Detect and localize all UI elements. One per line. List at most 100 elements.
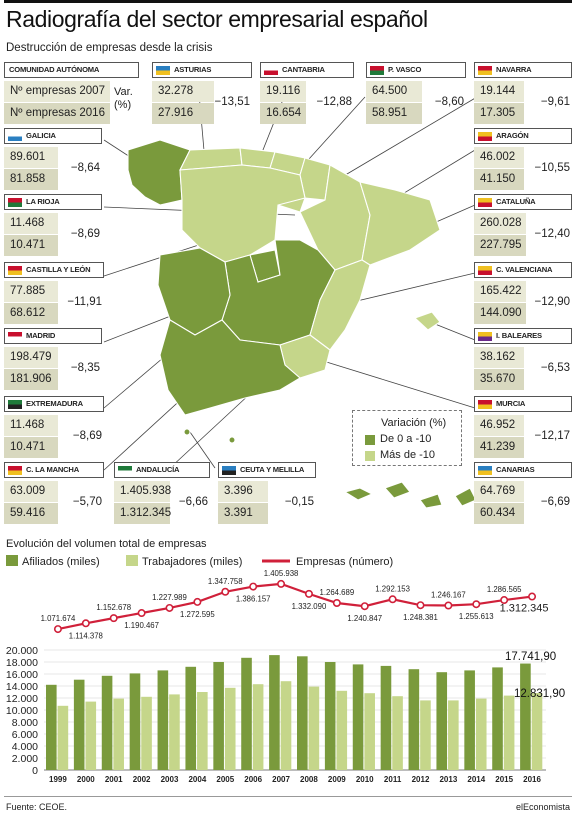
bar-afiliados <box>73 679 85 770</box>
bar-trabajadores <box>169 694 180 770</box>
bar-afiliados <box>297 656 308 770</box>
line-point-empresas <box>249 582 258 591</box>
line-point-empresas <box>81 619 90 628</box>
line-point-empresas <box>332 598 341 607</box>
bar-trabajadores <box>308 686 320 770</box>
region-card-ceutamelilla: CEUTA Y MELILLA 3.396 3.391 −0,15 <box>218 462 316 524</box>
region-galicia <box>127 139 191 206</box>
line-label-empresas: 1.152.678 <box>96 603 131 612</box>
bar-trabajadores <box>113 698 124 770</box>
line-point-empresas <box>53 625 62 634</box>
bar-afiliados <box>101 675 113 770</box>
region-card-andalucia: ANDALUCÍA 1.405.938 1.312.345 −6,66 <box>114 462 210 524</box>
region-name: ARAGÓN <box>496 131 529 140</box>
region-name: C. LA MANCHA <box>26 465 79 474</box>
line-point-empresas <box>444 601 453 610</box>
region-flag-icon <box>8 400 22 409</box>
region-flag-icon <box>8 466 22 475</box>
region-card-header: ARAGÓN <box>474 128 572 144</box>
x-tick-label: 2002 <box>133 775 151 784</box>
map-legend-label-0: De 0 a -10 <box>380 433 432 445</box>
leader-ceuta <box>189 431 216 469</box>
line-point-empresas <box>109 614 118 623</box>
x-tick-label: 2011 <box>384 775 402 784</box>
region-cataluna <box>359 181 441 266</box>
region-name: GALICIA <box>26 131 56 140</box>
map-legend-label-1: Más de -10 <box>380 449 436 461</box>
region-variation: −12,40 <box>534 228 571 240</box>
key-card-row2: Nº empresas 2016 <box>4 103 110 124</box>
x-tick-label: 2000 <box>77 775 95 784</box>
y-tick-label: 2.000 <box>12 753 38 765</box>
region-flag-icon <box>8 332 22 341</box>
bar-afiliados <box>129 673 141 770</box>
data-label-trabajadores-2016: 12.831,90 <box>514 688 565 700</box>
line-point-empresas <box>304 589 313 598</box>
region-value-2016: 10.471 <box>4 437 58 458</box>
y-tick-label: 6.000 <box>12 729 38 741</box>
region-flag-icon <box>8 132 22 141</box>
region-value-2007: 46.002 <box>474 147 524 168</box>
region-card-header: CASTILLA Y LEÓN <box>4 262 104 278</box>
bar-afiliados <box>185 666 197 770</box>
bar-afiliados <box>46 684 57 770</box>
region-value-2016: 68.612 <box>4 303 58 324</box>
legend-label-trabajadores: Trabajadores (miles) <box>142 556 242 568</box>
region-flag-icon <box>478 266 492 275</box>
bar-afiliados <box>380 665 392 770</box>
region-card-canarias: CANARIAS 64.769 60.434 −6,69 <box>474 462 572 524</box>
region-value-2007: 38.162 <box>474 347 524 368</box>
line-label-empresas: 1.292.153 <box>375 584 410 593</box>
line-label-empresas: 1.114.378 <box>69 631 103 640</box>
map-legend-title: Variación (%) <box>381 417 447 429</box>
bar-trabajadores <box>224 687 236 770</box>
region-value-2016: 181.906 <box>4 369 58 390</box>
line-label-empresas: 1.286.565 <box>487 585 522 594</box>
line-empresas <box>57 582 533 631</box>
region-value-2007: 63.009 <box>4 481 58 502</box>
region-value-2007: 32.278 <box>152 81 214 102</box>
region-value-2016: 3.391 <box>218 503 268 524</box>
region-variation: −5,70 <box>72 496 102 508</box>
bottom-rule <box>4 796 572 797</box>
bar-afiliados <box>492 667 503 770</box>
region-card-header: C. VALENCIANA <box>474 262 572 278</box>
bar-afiliados <box>213 662 224 770</box>
line-label-empresas: 1.190.467 <box>124 621 159 630</box>
x-tick-label: 2012 <box>412 775 430 784</box>
map-legend-swatch-1 <box>365 451 375 461</box>
region-variation: −8,69 <box>70 228 100 240</box>
region-value-2016: 41.150 <box>474 169 524 190</box>
region-card-larioja: LA RIOJA 11.468 10.471 −8,69 <box>4 194 102 256</box>
region-card-madrid: MADRID 198.479 181.906 −8,35 <box>4 328 102 390</box>
leader-murcia <box>319 359 476 409</box>
region-flag-icon <box>8 266 22 275</box>
line-label-empresas: 1.227.989 <box>152 593 187 602</box>
region-value-2016: 1.312.345 <box>114 503 171 524</box>
legend-swatch-afiliados <box>6 555 18 566</box>
bar-trabajadores <box>252 684 264 770</box>
region-name: CASTILLA Y LEÓN <box>26 265 91 274</box>
map-legend-swatch-0 <box>365 435 375 445</box>
x-tick-label: 1999 <box>49 775 67 784</box>
legend-label-empresas: Empresas (número) <box>296 556 393 568</box>
region-name: CANTABRIA <box>282 65 325 74</box>
chart-title: Evolución del volumen total de empresas <box>6 538 207 550</box>
region-variation: −12,17 <box>534 430 571 442</box>
region-variation: −12,90 <box>534 296 571 308</box>
region-card-header: C. LA MANCHA <box>4 462 104 478</box>
region-value-2007: 11.468 <box>4 415 58 436</box>
line-point-empresas <box>277 579 286 588</box>
region-cvalenciana <box>309 259 371 351</box>
region-card-header: CATALUÑA <box>474 194 572 210</box>
region-card-header: MURCIA <box>474 396 572 412</box>
y-tick-label: 12.000 <box>6 693 38 705</box>
region-value-2016: 227.795 <box>474 235 526 256</box>
region-value-2016: 16.654 <box>260 103 306 124</box>
region-value-2016: 60.434 <box>474 503 524 524</box>
region-name: MADRID <box>26 331 56 340</box>
region-card-aragon: ARAGÓN 46.002 41.150 −10,55 <box>474 128 572 190</box>
region-name: C. VALENCIANA <box>496 265 553 274</box>
region-variation: −8,35 <box>70 362 100 374</box>
region-card-header: ANDALUCÍA <box>114 462 210 478</box>
